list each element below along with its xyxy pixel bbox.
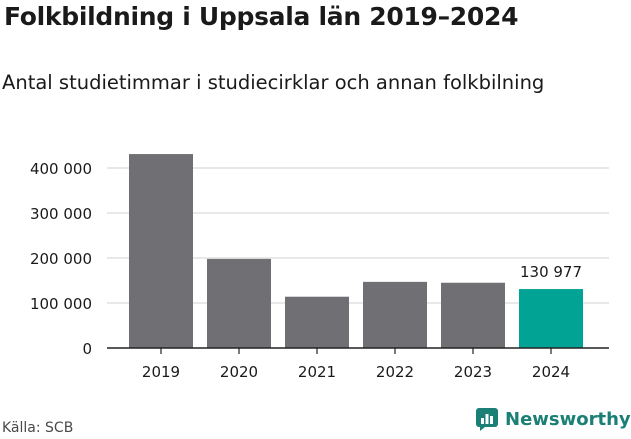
y-tick-label: 200 000 xyxy=(30,250,92,268)
data-label: 130 977 xyxy=(520,263,582,281)
bar-2022 xyxy=(363,281,427,348)
x-tick-label: 2024 xyxy=(532,363,570,381)
bar-2024 xyxy=(519,289,583,348)
chart-subtitle: Antal studietimmar i studiecirklar och a… xyxy=(2,71,545,94)
x-tick-label: 2023 xyxy=(454,363,492,381)
bar-2020 xyxy=(207,258,271,348)
x-tick-label: 2019 xyxy=(142,363,180,381)
bar-2023 xyxy=(441,282,505,348)
brand-name: Newsworthy xyxy=(505,408,631,430)
bar-2021 xyxy=(285,296,349,348)
y-tick-label: 0 xyxy=(82,340,92,358)
bar-2019 xyxy=(129,154,193,348)
chart-title: Folkbildning i Uppsala län 2019–2024 xyxy=(4,2,519,31)
x-tick-label: 2022 xyxy=(376,363,414,381)
y-tick-label: 100 000 xyxy=(30,295,92,313)
newsworthy-logo-icon xyxy=(476,408,498,431)
x-tick-label: 2021 xyxy=(298,363,336,381)
x-tick-label: 2020 xyxy=(220,363,258,381)
bar-chart: 0 100 000 200 000 300 000 400 000 2019 2020 202… xyxy=(30,154,609,381)
y-tick-label: 400 000 xyxy=(30,160,92,178)
source-note: Källa: SCB xyxy=(2,420,74,436)
newsworthy-logo: Newsworthy xyxy=(475,407,631,431)
y-tick-label: 300 000 xyxy=(30,205,92,223)
